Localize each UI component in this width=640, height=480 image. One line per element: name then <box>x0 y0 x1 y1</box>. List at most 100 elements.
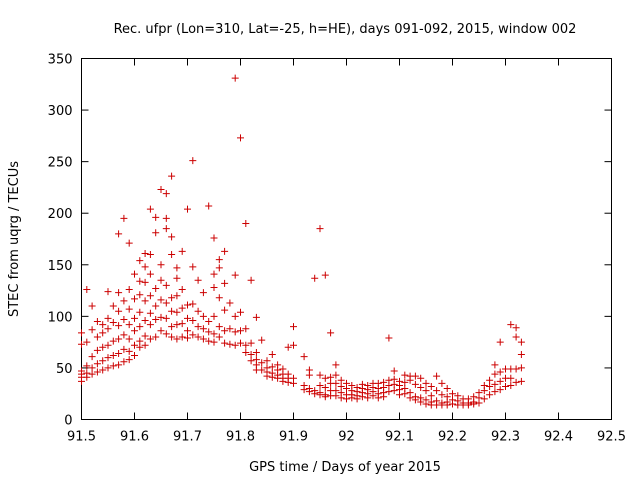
data-point <box>242 325 250 333</box>
data-point <box>226 325 234 333</box>
data-point <box>136 257 144 265</box>
data-point <box>406 376 414 384</box>
data-point <box>93 346 101 354</box>
data-point <box>231 271 239 279</box>
data-point <box>438 379 446 387</box>
data-point <box>88 302 96 310</box>
data-point <box>109 362 117 370</box>
data-point <box>507 381 515 389</box>
data-point <box>316 381 324 389</box>
data-markers <box>78 74 525 409</box>
data-point <box>449 400 456 408</box>
data-point <box>189 331 197 339</box>
data-point <box>231 328 239 336</box>
data-point <box>99 321 107 329</box>
data-point <box>512 333 520 341</box>
data-point <box>146 270 154 278</box>
data-point <box>517 364 525 372</box>
data-point <box>173 292 181 300</box>
x-tick-label: 91.8 <box>226 430 255 445</box>
data-point <box>194 333 202 341</box>
data-point <box>178 320 186 328</box>
data-point <box>321 271 329 279</box>
data-point <box>199 335 207 343</box>
data-point <box>237 327 244 335</box>
data-point <box>168 294 176 302</box>
data-point <box>263 357 271 365</box>
data-point <box>390 367 398 375</box>
data-point <box>210 330 218 338</box>
data-point <box>120 358 128 366</box>
data-point <box>433 372 441 380</box>
data-point <box>411 380 419 388</box>
data-point <box>146 250 154 258</box>
x-tick-label: 92.2 <box>438 430 467 445</box>
data-point <box>136 308 144 316</box>
data-point <box>321 393 329 401</box>
data-point <box>237 308 244 316</box>
data-point <box>109 337 117 345</box>
data-point <box>88 326 96 334</box>
x-tick-label: 92.3 <box>491 430 520 445</box>
data-point <box>242 220 250 228</box>
data-point <box>136 291 144 299</box>
data-point <box>343 395 350 403</box>
data-point <box>152 302 160 310</box>
data-point <box>210 270 218 278</box>
data-point <box>486 376 494 384</box>
data-point <box>353 395 361 403</box>
data-point <box>221 247 229 255</box>
data-point <box>226 340 234 348</box>
data-point <box>496 386 504 394</box>
data-point <box>406 394 414 402</box>
data-point <box>173 264 181 272</box>
data-point <box>427 382 435 390</box>
data-point <box>385 334 393 342</box>
data-point <box>104 364 112 372</box>
data-point <box>115 289 123 297</box>
data-point <box>491 370 499 378</box>
data-point <box>104 325 112 333</box>
y-tick-label: 300 <box>48 104 73 119</box>
data-point <box>104 341 112 349</box>
x-axis-label: GPS time / Days of year 2015 <box>249 460 441 475</box>
y-tick-label: 200 <box>48 207 73 222</box>
data-point <box>162 281 170 289</box>
data-point <box>332 371 340 379</box>
data-point <box>173 335 181 343</box>
data-point <box>252 348 260 356</box>
y-axis-label: STEC from uqrg / TECUs <box>7 161 22 317</box>
data-point <box>120 214 128 222</box>
data-point <box>136 277 144 285</box>
data-point <box>247 276 255 284</box>
data-point <box>78 340 85 348</box>
data-point <box>390 387 398 395</box>
x-tick-label: 91.9 <box>279 430 308 445</box>
data-point <box>152 229 160 237</box>
data-point <box>321 374 329 382</box>
data-point <box>131 352 138 360</box>
data-point <box>279 377 287 385</box>
data-point <box>184 205 191 213</box>
data-point <box>327 373 335 381</box>
data-point <box>221 327 229 335</box>
data-point <box>284 343 292 351</box>
data-point <box>146 309 154 317</box>
data-point <box>496 338 504 346</box>
data-point <box>162 314 170 322</box>
x-tick-label: 91.7 <box>173 430 202 445</box>
data-point <box>210 338 218 346</box>
data-point <box>480 395 488 403</box>
data-point <box>517 351 525 359</box>
data-point <box>496 377 504 385</box>
data-point <box>131 341 138 349</box>
data-point <box>109 352 117 360</box>
data-point <box>115 361 123 369</box>
x-tick-label: 91.5 <box>67 430 96 445</box>
data-point <box>162 225 170 233</box>
data-point <box>401 371 409 379</box>
data-point <box>221 306 229 314</box>
data-point <box>374 394 382 402</box>
data-point <box>258 359 266 367</box>
data-point <box>486 382 494 390</box>
